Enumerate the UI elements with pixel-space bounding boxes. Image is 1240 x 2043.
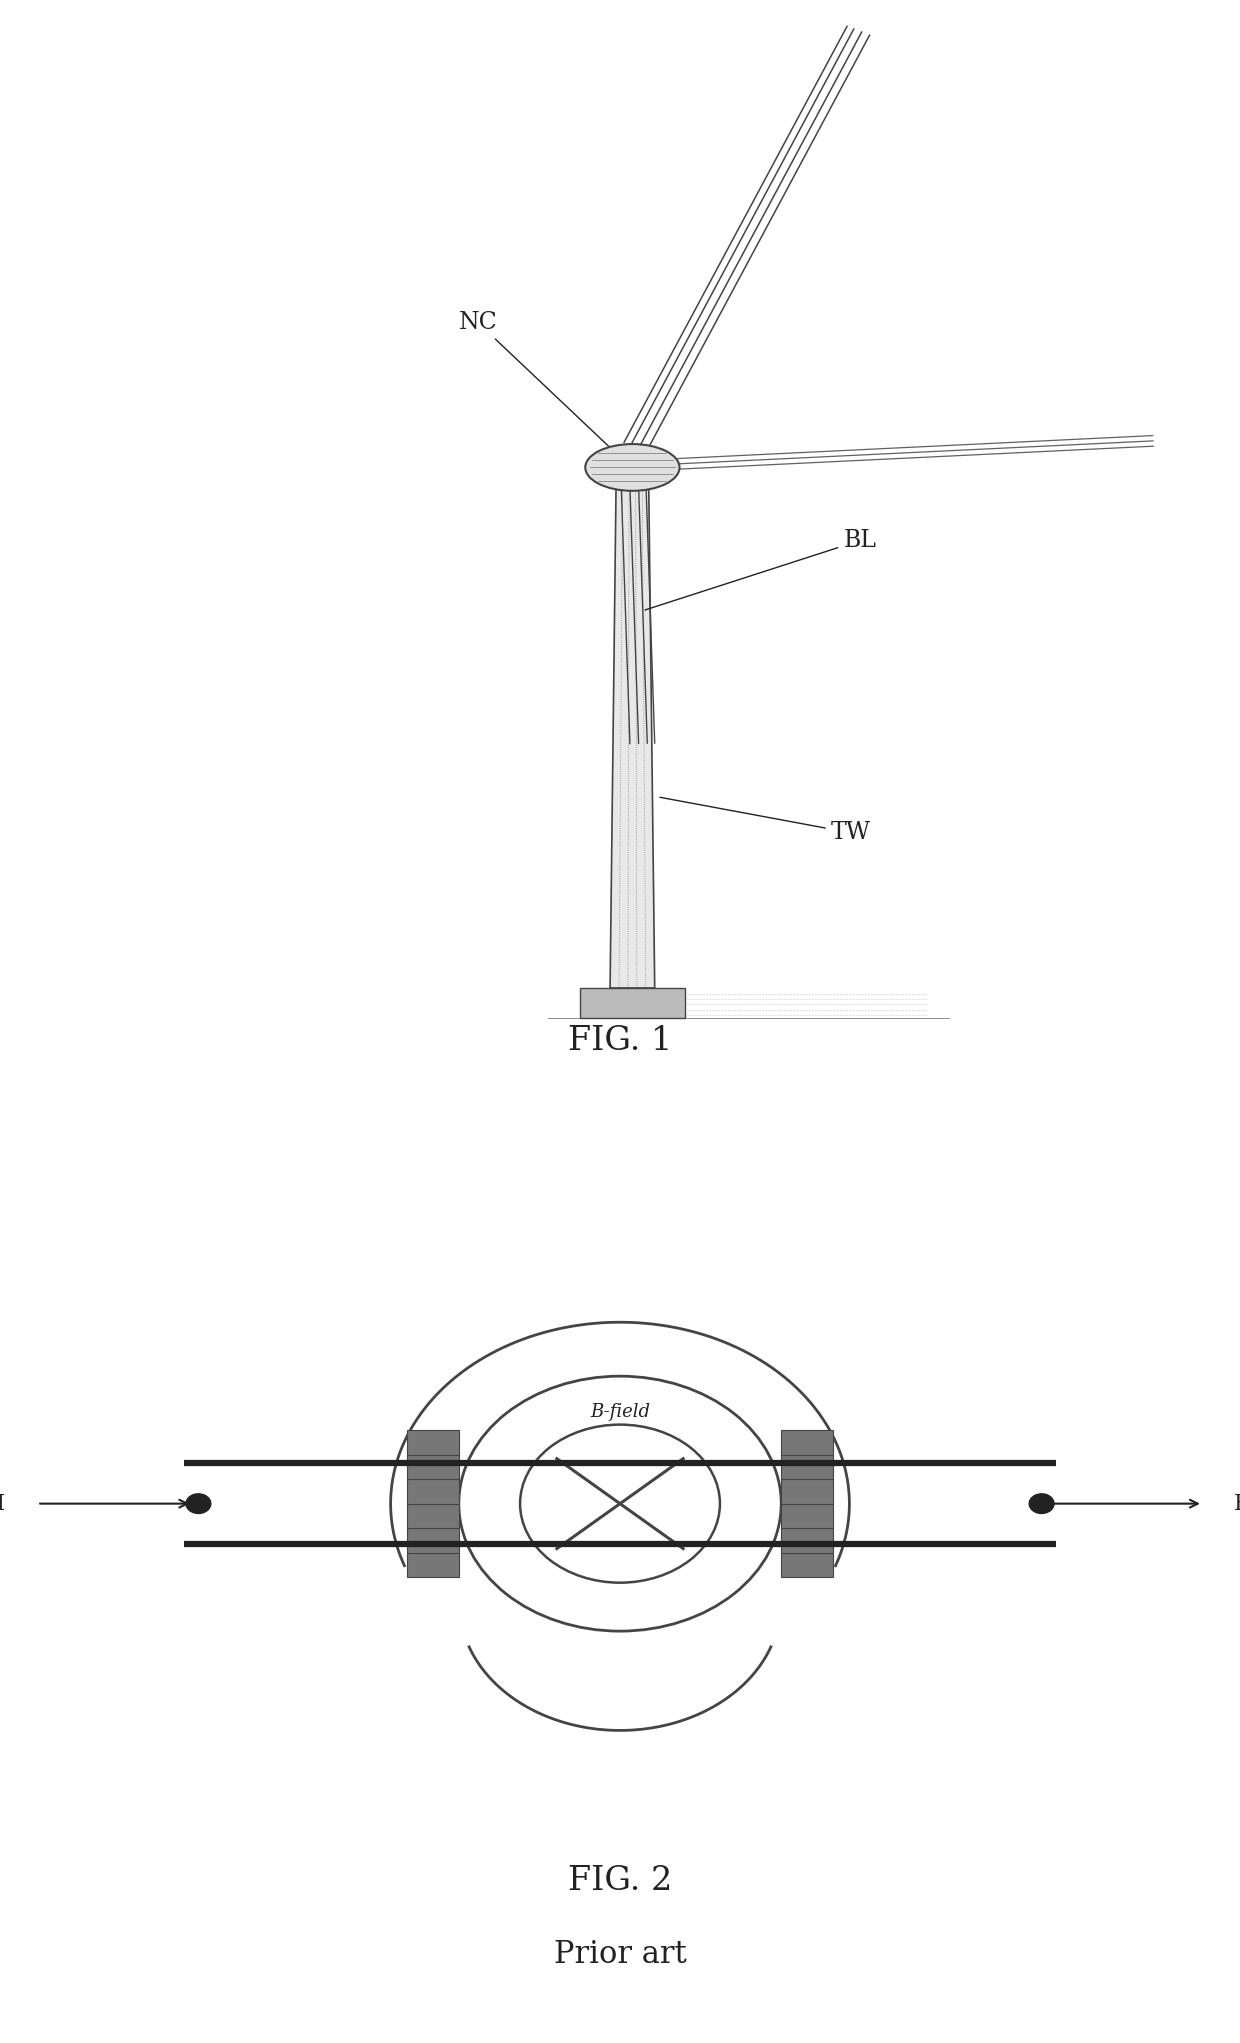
Text: Prior art: Prior art	[553, 1939, 687, 1969]
Text: E_I: E_I	[0, 1493, 6, 1514]
Text: FIG. 1: FIG. 1	[568, 1026, 672, 1056]
Ellipse shape	[585, 443, 680, 490]
Bar	[781, 1553, 833, 1577]
Text: NC: NC	[459, 311, 615, 454]
Text: BL: BL	[645, 529, 877, 611]
Polygon shape	[610, 468, 655, 989]
Text: B-field: B-field	[590, 1404, 650, 1420]
Bar	[407, 1528, 459, 1553]
Circle shape	[186, 1493, 211, 1514]
Bar	[781, 1430, 833, 1455]
Bar	[407, 1455, 459, 1479]
Bar	[781, 1479, 833, 1504]
Bar	[407, 1553, 459, 1577]
Text: FIG. 2: FIG. 2	[568, 1865, 672, 1898]
Text: TW: TW	[660, 797, 870, 844]
Circle shape	[459, 1377, 781, 1630]
Bar	[407, 1479, 459, 1504]
Bar	[781, 1455, 833, 1479]
Circle shape	[1029, 1493, 1054, 1514]
Bar	[579, 989, 684, 1017]
Circle shape	[520, 1424, 720, 1583]
Bar	[407, 1504, 459, 1528]
Bar	[781, 1504, 833, 1528]
Text: E_O: E_O	[1234, 1493, 1240, 1514]
Bar	[781, 1528, 833, 1553]
Bar	[407, 1430, 459, 1455]
